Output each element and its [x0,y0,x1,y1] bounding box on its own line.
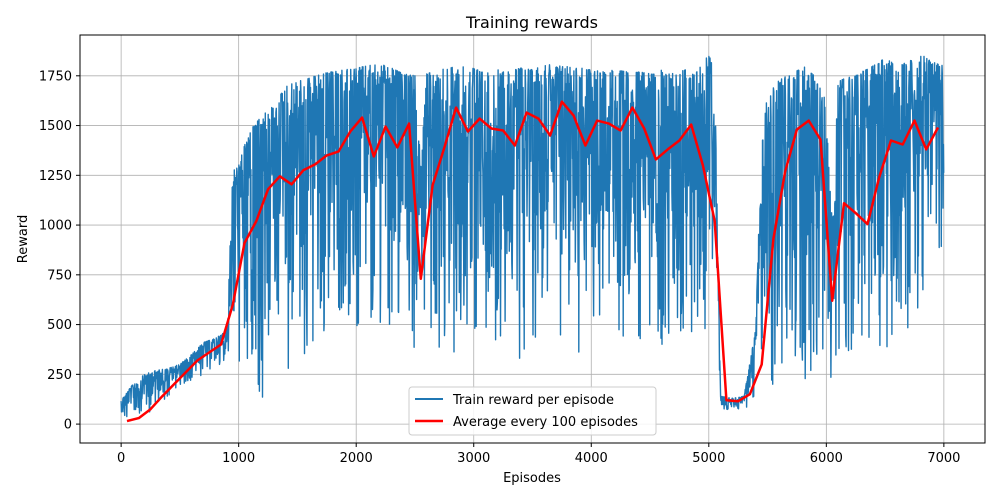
y-tick-label: 1500 [39,119,72,134]
y-tick-label: 0 [64,418,72,433]
legend-label-train: Train reward per episode [452,393,614,408]
y-tick-label: 250 [47,368,72,383]
legend-box [408,386,657,436]
x-tick-label: 6000 [810,451,843,466]
x-axis-label: Episodes [503,471,561,486]
y-tick-label: 750 [47,268,72,283]
y-tick-label: 1000 [39,219,72,234]
average-reward-series [126,100,940,423]
x-tick-label: 2000 [340,451,373,466]
y-tick-label: 500 [47,318,72,333]
plot-data-group [120,55,945,423]
x-tick-label: 5000 [692,451,725,466]
x-tick-label: 1000 [222,451,255,466]
x-tick-label: 7000 [927,451,960,466]
plot-frame [79,34,986,444]
y-axis-ticks: 0 250 500 750 1000 1250 1500 1750 [39,69,80,433]
x-axis-ticks: 0 1000 2000 3000 4000 5000 6000 7000 [117,443,960,466]
chart-title: Training rewards [465,13,598,32]
y-axis-label: Reward [16,215,31,263]
legend: Train reward per episode Average every 1… [408,386,657,436]
x-tick-label: 0 [117,451,125,466]
average-reward-line [126,100,940,423]
train-reward-series [120,55,945,418]
y-tick-label: 1250 [39,169,72,184]
x-tick-label: 4000 [575,451,608,466]
train-reward-line [120,55,945,418]
y-tick-label: 1750 [39,69,72,84]
legend-label-average: Average every 100 episodes [453,415,638,430]
x-tick-label: 3000 [457,451,490,466]
